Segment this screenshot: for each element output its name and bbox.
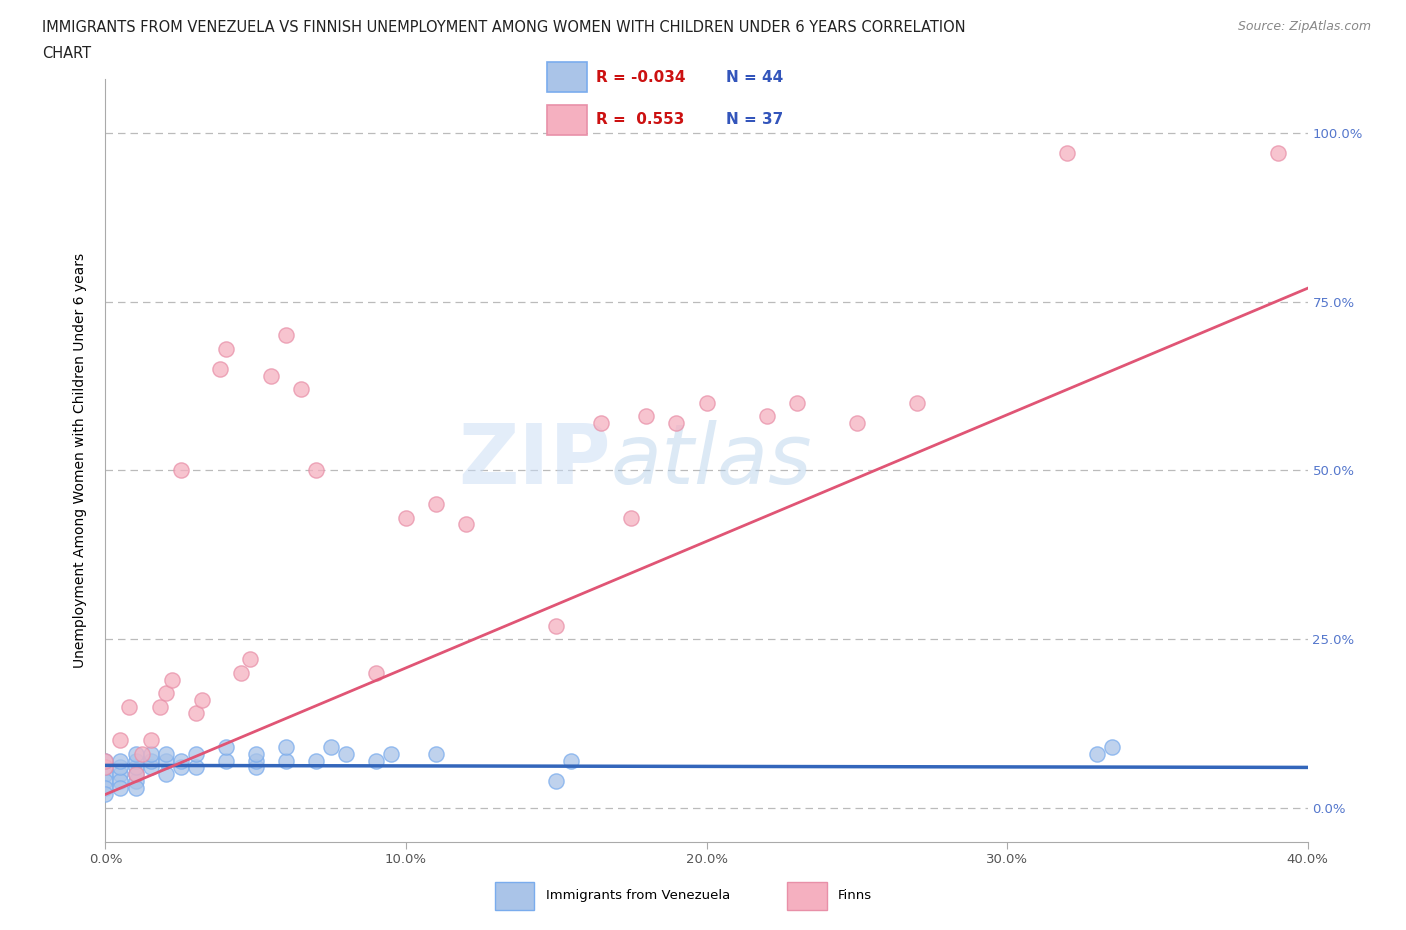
- Text: R = -0.034: R = -0.034: [596, 70, 686, 85]
- Point: [184, 706, 207, 721]
- Point: [110, 733, 132, 748]
- Point: [118, 699, 141, 714]
- Point: [190, 693, 212, 708]
- Point: [139, 760, 162, 775]
- Point: [395, 511, 418, 525]
- Point: [124, 766, 146, 781]
- Point: [139, 747, 162, 762]
- Point: [139, 733, 162, 748]
- Point: [425, 497, 447, 512]
- Point: [160, 672, 183, 687]
- Point: [94, 760, 117, 775]
- Point: [546, 618, 568, 633]
- Point: [305, 753, 328, 768]
- Point: [214, 739, 236, 754]
- Point: [1056, 146, 1078, 161]
- Text: IMMIGRANTS FROM VENEZUELA VS FINNISH UNEMPLOYMENT AMONG WOMEN WITH CHILDREN UNDE: IMMIGRANTS FROM VENEZUELA VS FINNISH UNE…: [42, 20, 966, 35]
- Text: Immigrants from Venezuela: Immigrants from Venezuela: [546, 889, 730, 901]
- Text: N = 37: N = 37: [725, 113, 783, 127]
- Point: [110, 780, 132, 795]
- Point: [124, 760, 146, 775]
- Point: [94, 753, 117, 768]
- Point: [169, 753, 191, 768]
- Point: [319, 739, 342, 754]
- Text: atlas: atlas: [610, 419, 813, 501]
- Point: [755, 409, 778, 424]
- Point: [229, 666, 252, 681]
- Point: [260, 368, 283, 383]
- Text: CHART: CHART: [42, 46, 91, 61]
- Point: [131, 747, 153, 762]
- Point: [696, 395, 718, 410]
- Point: [239, 652, 262, 667]
- Point: [94, 780, 117, 795]
- Point: [169, 463, 191, 478]
- Point: [274, 739, 297, 754]
- Text: ZIP: ZIP: [458, 419, 610, 501]
- FancyBboxPatch shape: [547, 105, 586, 135]
- Point: [124, 753, 146, 768]
- Point: [1267, 146, 1289, 161]
- Point: [364, 753, 387, 768]
- Point: [155, 747, 177, 762]
- Point: [845, 416, 868, 431]
- Point: [124, 780, 146, 795]
- Point: [560, 753, 582, 768]
- Point: [305, 463, 328, 478]
- Point: [290, 382, 312, 397]
- Point: [110, 760, 132, 775]
- Point: [139, 753, 162, 768]
- Point: [148, 699, 170, 714]
- Point: [94, 787, 117, 802]
- FancyBboxPatch shape: [547, 62, 586, 92]
- Point: [620, 511, 643, 525]
- Point: [1085, 747, 1108, 762]
- Point: [155, 766, 177, 781]
- Point: [155, 685, 177, 700]
- Y-axis label: Unemployment Among Women with Children Under 6 years: Unemployment Among Women with Children U…: [73, 253, 87, 668]
- Point: [155, 753, 177, 768]
- FancyBboxPatch shape: [787, 883, 827, 910]
- Point: [94, 774, 117, 789]
- Point: [214, 341, 236, 356]
- Point: [786, 395, 808, 410]
- Text: Finns: Finns: [838, 889, 872, 901]
- Text: Source: ZipAtlas.com: Source: ZipAtlas.com: [1237, 20, 1371, 33]
- Point: [665, 416, 688, 431]
- Point: [245, 760, 267, 775]
- Point: [425, 747, 447, 762]
- Point: [110, 753, 132, 768]
- Point: [94, 766, 117, 781]
- Point: [124, 766, 146, 781]
- Point: [364, 666, 387, 681]
- Point: [245, 747, 267, 762]
- Point: [335, 747, 357, 762]
- Point: [184, 747, 207, 762]
- Text: R =  0.553: R = 0.553: [596, 113, 685, 127]
- Point: [214, 753, 236, 768]
- Point: [184, 760, 207, 775]
- Point: [546, 774, 568, 789]
- Point: [245, 753, 267, 768]
- Text: N = 44: N = 44: [725, 70, 783, 85]
- Point: [208, 362, 231, 377]
- Point: [110, 774, 132, 789]
- Point: [454, 517, 477, 532]
- Point: [124, 774, 146, 789]
- Point: [380, 747, 402, 762]
- Point: [274, 753, 297, 768]
- Point: [1101, 739, 1123, 754]
- Point: [169, 760, 191, 775]
- FancyBboxPatch shape: [495, 883, 534, 910]
- Point: [110, 766, 132, 781]
- Point: [905, 395, 928, 410]
- Point: [124, 747, 146, 762]
- Point: [94, 753, 117, 768]
- Point: [94, 760, 117, 775]
- Point: [636, 409, 658, 424]
- Point: [274, 328, 297, 343]
- Point: [591, 416, 613, 431]
